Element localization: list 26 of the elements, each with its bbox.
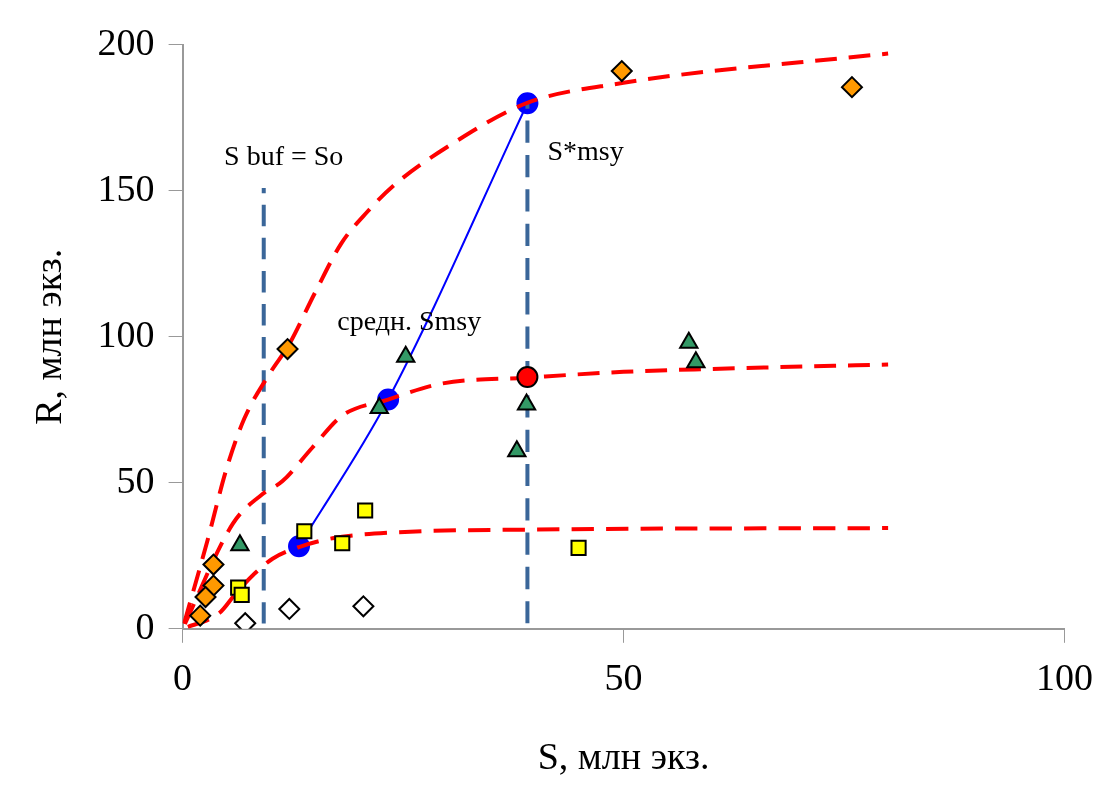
point [352,595,375,618]
point [570,539,587,556]
point [516,366,539,389]
point [296,523,313,540]
x-tick-label: 100 [1036,655,1093,698]
y-axis-title: R, млн экз. [26,248,69,425]
y-tick-label: 150 [97,166,155,209]
point [202,553,225,576]
x-axis-title: S, млн экз. [537,735,710,778]
point [189,604,212,627]
point [278,597,301,620]
point [194,585,217,608]
point [276,338,299,361]
y-tick-label: 50 [116,458,155,501]
x-tick-label: 50 [604,655,643,698]
y-tick-label: 0 [135,604,155,647]
point [840,76,863,99]
annotation: S buf = So [224,140,344,172]
y-tick-label: 200 [97,20,155,63]
point [233,586,250,603]
point [334,535,351,552]
point [357,502,374,519]
x-tick-label: 0 [173,655,193,698]
point [610,60,633,83]
y-tick-label: 100 [97,312,155,355]
annotation: S*msy [547,135,624,167]
